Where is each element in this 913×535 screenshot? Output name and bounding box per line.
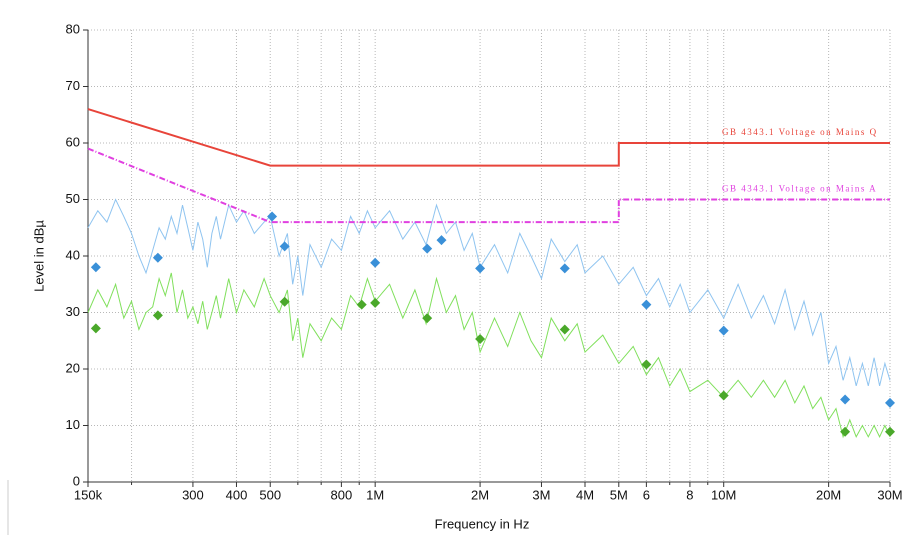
y-tick-label: 50 — [66, 191, 80, 206]
y-tick-label: 60 — [66, 134, 80, 149]
marker — [840, 394, 851, 405]
marker — [436, 235, 447, 246]
marker — [370, 257, 381, 268]
marker — [718, 325, 729, 336]
marker — [152, 310, 163, 321]
marker — [370, 297, 381, 308]
marker — [641, 299, 652, 310]
marker — [641, 359, 652, 370]
trace — [87, 272, 891, 439]
y-tick-label: 80 — [66, 21, 80, 36]
marker — [840, 426, 851, 437]
x-tick-label: 2M — [471, 487, 489, 502]
limit-label: GB 4343.1 Voltage on Mains A — [722, 184, 877, 194]
limit-label: GB 4343.1 Voltage on Mains Q — [722, 127, 878, 137]
marker — [475, 334, 486, 345]
y-tick-label: 10 — [66, 417, 80, 432]
marker — [885, 426, 895, 437]
y-tick-label: 30 — [66, 304, 80, 319]
x-tick-label: 300 — [182, 487, 204, 502]
y-tick-label: 20 — [66, 360, 80, 375]
x-tick-label: 8 — [686, 487, 693, 502]
marker — [422, 243, 433, 254]
x-tick-label: 3M — [532, 487, 550, 502]
marker — [267, 211, 278, 222]
marker — [475, 263, 486, 274]
marker — [356, 299, 367, 310]
x-tick-label: 5M — [610, 487, 628, 502]
x-tick-label: 4M — [576, 487, 594, 502]
trace — [87, 198, 891, 387]
marker — [559, 263, 570, 274]
y-tick-label: 0 — [73, 473, 80, 488]
y-tick-label: 40 — [66, 247, 80, 262]
x-tick-label: 30M — [877, 487, 902, 502]
x-tick-label: 400 — [226, 487, 248, 502]
x-tick-label: 500 — [259, 487, 281, 502]
x-tick-label: 20M — [816, 487, 841, 502]
marker — [559, 324, 570, 335]
x-tick-label: 1M — [366, 487, 384, 502]
y-tick-label: 70 — [66, 78, 80, 93]
marker — [279, 296, 290, 307]
marker — [422, 313, 433, 324]
limit-line — [87, 108, 890, 167]
marker — [152, 252, 163, 263]
marker — [90, 262, 101, 273]
x-tick-label: 800 — [331, 487, 353, 502]
marker — [279, 241, 290, 252]
x-tick-label: 6 — [643, 487, 650, 502]
x-axis-label: Frequency in Hz — [435, 516, 530, 531]
y-axis-label: Level in dBµ — [31, 220, 46, 292]
x-tick-label: 150k — [74, 487, 103, 502]
x-tick-label: 10M — [711, 487, 736, 502]
marker — [718, 390, 729, 401]
marker — [885, 397, 895, 408]
marker — [90, 323, 101, 334]
